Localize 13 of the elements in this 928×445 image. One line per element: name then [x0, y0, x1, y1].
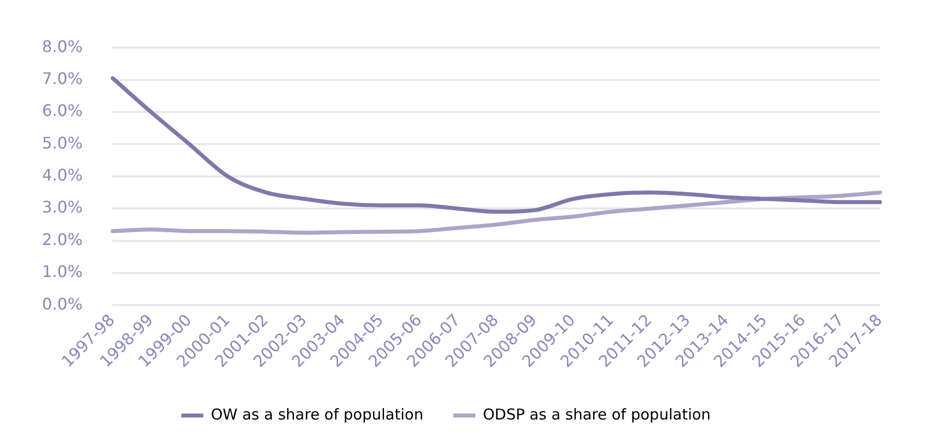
- line-series: [110, 190, 882, 235]
- y-tick-label: 0.0%: [42, 294, 83, 314]
- y-tick-label: 5.0%: [42, 133, 83, 152]
- y-tick-label: 8.0%: [42, 36, 83, 56]
- y-tick-label: 4.0%: [42, 166, 83, 185]
- y-tick-label: 3.0%: [42, 198, 83, 217]
- y-tick-label: 7.0%: [42, 68, 83, 88]
- y-tick-label: 6.0%: [42, 101, 83, 120]
- legend-label: OW as a share of population: [210, 405, 424, 424]
- legend-label: ODSP as a share of population: [482, 405, 711, 424]
- line-series: [110, 76, 882, 214]
- y-tick-label: 1.0%: [42, 262, 83, 282]
- y-tick-label: 2.0%: [42, 230, 83, 249]
